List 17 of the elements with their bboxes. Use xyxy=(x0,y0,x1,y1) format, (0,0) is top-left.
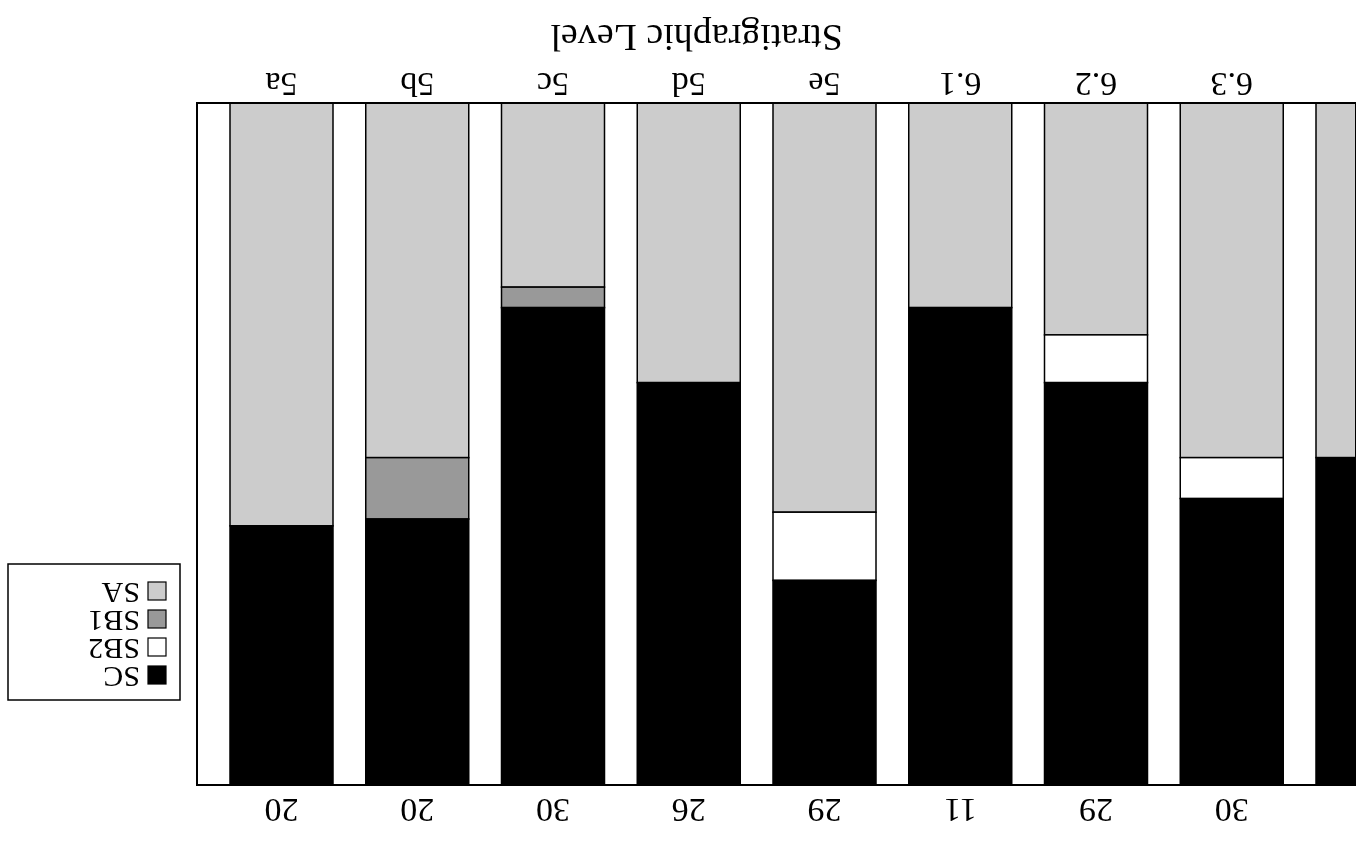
x-tick-label: 6.2 xyxy=(1074,66,1118,103)
x-tick-label: 5a xyxy=(265,66,298,103)
x-tick-label: 5d xyxy=(671,66,706,103)
x-axis-title: Stratigraphic Level xyxy=(550,17,843,59)
text: 20 xyxy=(400,792,435,829)
text: 26 xyxy=(671,792,706,829)
text: 30 xyxy=(1214,792,1249,829)
text: 29 xyxy=(807,792,842,829)
x-tick-label: 5b xyxy=(400,66,435,103)
text: 29 xyxy=(1079,792,1113,829)
x-tick-label: 6.3 xyxy=(1210,66,1253,103)
text: 11 xyxy=(943,792,977,829)
x-tick-label: 6.1 xyxy=(939,66,982,103)
x-tick-label: 5c xyxy=(536,66,570,103)
text: 20 xyxy=(264,792,299,829)
x-tick-label: 5e xyxy=(808,66,841,103)
text: 30 xyxy=(536,792,570,829)
